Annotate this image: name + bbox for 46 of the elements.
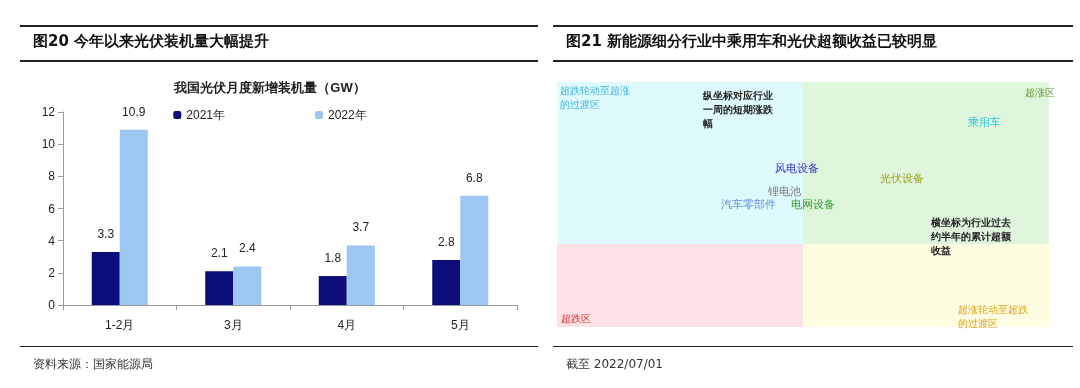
data-label: 10.9 (122, 104, 146, 119)
legend-label: 2022年 (328, 108, 367, 122)
text: 电网设备 (791, 198, 836, 212)
text: 风电设备 (775, 162, 820, 176)
data-label: 3.7 (352, 220, 370, 235)
data-label: 2.8 (437, 234, 455, 249)
y-tick-label: 0 (48, 298, 56, 312)
data-label: 2.4 (238, 241, 256, 256)
y-tick-label: 4 (48, 233, 56, 248)
text: 资料来源：国家能源局 (33, 356, 153, 373)
x-tick-label: 4月 (337, 318, 357, 332)
x-tick-label: 1-2月 (105, 318, 135, 332)
text: 图21 新能源细分行业中乘用车和光伏超额收益已较明显 (566, 32, 938, 51)
y-tick-label: 12 (41, 105, 56, 119)
text: 超涨轮动至超跌的过渡区 (958, 303, 1029, 331)
text: 超跌轮动至超涨的过渡区 (560, 84, 631, 112)
bar (346, 245, 375, 305)
bar (119, 129, 148, 305)
bar (318, 276, 347, 305)
text: 横坐标为行业过去约半年的累计超额收益 (931, 216, 1012, 258)
data-label: 3.3 (97, 226, 115, 241)
x-tick-label: 3月 (223, 318, 243, 332)
bar (432, 259, 461, 305)
data-label: 2.1 (210, 246, 228, 261)
x-tick-label: 5月 (450, 318, 470, 332)
data-label: 1.8 (324, 251, 342, 266)
bar (91, 251, 120, 305)
text: 乘用车 (968, 116, 1002, 130)
y-tick-label: 6 (48, 201, 56, 216)
text: 汽车零部件 (721, 198, 777, 212)
y-tick-label: 2 (48, 265, 56, 280)
bar (205, 271, 234, 305)
text: 纵坐标对应行业一周的短期涨跌幅 (703, 89, 774, 131)
text: 光伏设备 (880, 172, 925, 186)
bar (233, 266, 262, 305)
data-label: 6.8 (465, 170, 483, 185)
legend-label: 2021年 (186, 108, 226, 122)
text: 锂电池 (768, 185, 802, 199)
text: 超涨区 (1025, 86, 1056, 100)
y-tick-label: 8 (48, 169, 56, 184)
chart-title: 图20 今年以来光伏装机量大幅提升 (33, 32, 270, 51)
bar (460, 195, 489, 305)
text: 超跌区 (561, 312, 592, 326)
chart-subtitle: 我国光伏月度新增装机量（GW） (173, 80, 366, 95)
y-tick-label: 10 (41, 137, 56, 152)
text: 截至 2022/07/01 (566, 356, 663, 373)
